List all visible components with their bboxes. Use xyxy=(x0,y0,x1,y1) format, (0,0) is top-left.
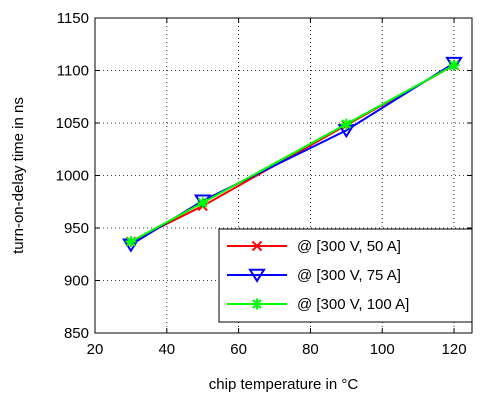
legend-item: @ [300 V, 50 A] xyxy=(227,238,401,255)
x-tick-label: 100 xyxy=(370,341,395,358)
legend-label: @ [300 V, 75 A] xyxy=(297,267,401,284)
y-tick-label: 1100 xyxy=(57,63,89,80)
series-layer xyxy=(122,56,463,253)
series-3 xyxy=(125,59,460,248)
x-tick-label: 60 xyxy=(230,341,247,358)
data-point-marker xyxy=(448,59,460,71)
y-tick-label: 950 xyxy=(64,220,89,237)
data-point-marker xyxy=(340,118,352,130)
y-tick-label: 850 xyxy=(64,325,89,342)
legend-items: @ [300 V, 50 A] @ [300 V, 75 A] @ [300 V, … xyxy=(227,238,409,313)
legend-item: @ [300 V, 100 A] xyxy=(227,296,409,313)
series-line xyxy=(130,64,455,243)
x-tick-label: 80 xyxy=(302,341,319,358)
y-axis-title: turn-on-delay time in ns xyxy=(10,97,27,254)
data-point-marker xyxy=(445,56,463,71)
legend-marker xyxy=(251,298,263,310)
legend-marker xyxy=(248,268,266,283)
legend-label: @ [300 V, 100 A] xyxy=(297,296,409,313)
y-tick-label: 900 xyxy=(64,273,89,290)
data-point-marker xyxy=(125,236,137,248)
legend: @ [300 V, 50 A] @ [300 V, 75 A] @ [300 V, … xyxy=(218,228,473,323)
y-tick-label: 1050 xyxy=(56,115,89,132)
legend-marker xyxy=(251,240,263,252)
y-tick-label: 1000 xyxy=(56,168,89,185)
x-axis-title: chip temperature in °C xyxy=(209,376,359,393)
tick-layer: 20 40 60 80 100 120 850 900 950 1000 1050 1100 1150 xyxy=(56,10,472,358)
x-tick-label: 40 xyxy=(158,341,175,358)
data-point-marker xyxy=(197,197,209,209)
x-tick-label: 120 xyxy=(442,341,467,358)
legend-label: @ [300 V, 50 A] xyxy=(297,238,401,255)
legend-item: @ [300 V, 75 A] xyxy=(227,267,401,284)
y-tick-label: 1150 xyxy=(57,10,89,27)
x-tick-label: 20 xyxy=(87,341,104,358)
